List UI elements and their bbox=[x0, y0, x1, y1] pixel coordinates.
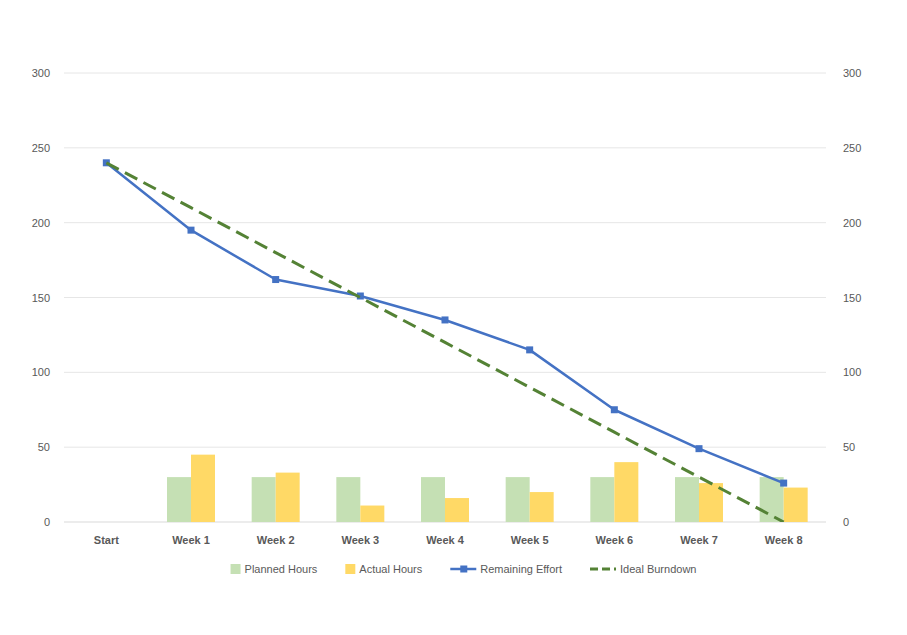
marker bbox=[611, 406, 618, 413]
line bbox=[106, 163, 783, 483]
x-tick-label: Week 1 bbox=[172, 534, 210, 546]
bar bbox=[590, 477, 614, 522]
x-tick-label: Week 6 bbox=[595, 534, 633, 546]
marker bbox=[696, 445, 703, 452]
chart-container: 0 50 100 150 200 250 300 0 50 100 150 200 250 300 Star… bbox=[0, 0, 907, 635]
bar bbox=[191, 455, 215, 522]
legend-label: Actual Hours bbox=[359, 563, 422, 575]
y2-tick-label: 300 bbox=[843, 67, 861, 79]
bar bbox=[506, 477, 530, 522]
legend-marker bbox=[460, 566, 467, 573]
bar bbox=[421, 477, 445, 522]
marker bbox=[780, 480, 787, 487]
grid-line bbox=[64, 73, 826, 74]
y2-tick-label: 150 bbox=[843, 292, 861, 304]
x-tick-label: Week 2 bbox=[257, 534, 295, 546]
grid-line bbox=[64, 372, 826, 373]
x-tick-label: Start bbox=[94, 534, 119, 546]
legend-swatch bbox=[345, 564, 355, 574]
grid-line bbox=[64, 447, 826, 448]
y-tick-label: 200 bbox=[32, 217, 50, 229]
legend-swatch bbox=[231, 564, 241, 574]
legend-label: Planned Hours bbox=[245, 563, 318, 575]
legend-swatch bbox=[590, 568, 616, 571]
bar bbox=[760, 477, 784, 522]
x-tick-label: Week 5 bbox=[511, 534, 549, 546]
marker bbox=[442, 316, 449, 323]
y2-tick-label: 100 bbox=[843, 366, 861, 378]
marker bbox=[272, 276, 279, 283]
y-tick-label: 150 bbox=[32, 292, 50, 304]
y-tick-label: 100 bbox=[32, 366, 50, 378]
y-tick-label: 300 bbox=[32, 67, 50, 79]
bar bbox=[445, 498, 469, 522]
bar bbox=[675, 477, 699, 522]
bar bbox=[614, 462, 638, 522]
y2-tick-label: 0 bbox=[843, 516, 849, 528]
x-tick-label: Week 4 bbox=[426, 534, 465, 546]
bar bbox=[252, 477, 276, 522]
bar bbox=[360, 506, 384, 522]
y-tick-label: 50 bbox=[38, 441, 50, 453]
marker bbox=[188, 227, 195, 234]
marker bbox=[526, 346, 533, 353]
grid-line bbox=[64, 222, 826, 223]
legend-label: Remaining Effort bbox=[480, 563, 562, 575]
bar bbox=[530, 492, 554, 522]
x-tick-label: Week 3 bbox=[341, 534, 379, 546]
y2-tick-label: 250 bbox=[843, 142, 861, 154]
legend-label: Ideal Burndown bbox=[620, 563, 696, 575]
legend: Planned Hours Actual Hours Remaining Effor… bbox=[231, 563, 697, 575]
plot-marks bbox=[103, 159, 808, 522]
chart-svg: 0 50 100 150 200 250 300 0 50 100 150 200 250 300 Star… bbox=[0, 0, 907, 635]
x-tick-label: Week 7 bbox=[680, 534, 718, 546]
line bbox=[106, 163, 783, 522]
bar bbox=[336, 477, 360, 522]
y-tick-label: 0 bbox=[44, 516, 50, 528]
y-tick-label: 250 bbox=[32, 142, 50, 154]
bar bbox=[276, 473, 300, 522]
y2-tick-label: 200 bbox=[843, 217, 861, 229]
bar bbox=[784, 488, 808, 522]
x-tick-label: Week 8 bbox=[765, 534, 803, 546]
bar bbox=[167, 477, 191, 522]
grid-line bbox=[64, 297, 826, 298]
y2-tick-label: 50 bbox=[843, 441, 855, 453]
grid-line bbox=[64, 147, 826, 148]
